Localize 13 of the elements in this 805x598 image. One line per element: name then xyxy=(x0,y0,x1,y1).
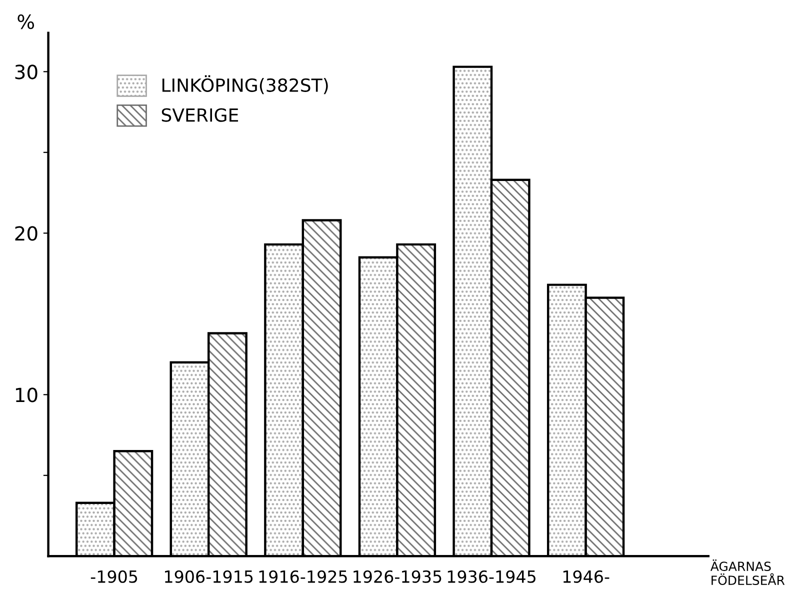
x-tick-label: 1926-1935 xyxy=(354,570,442,583)
legend-label: LINKÖPING(382ST) xyxy=(162,75,328,94)
legend-label: SVERIGE xyxy=(162,108,238,122)
x-tick-label: 1946- xyxy=(563,570,610,583)
y-tick-label: 10 xyxy=(16,388,38,402)
y-axis-title: % xyxy=(18,14,34,30)
y-tick-label: 30 xyxy=(15,64,38,80)
x-tick-label: 1936-1945 xyxy=(448,570,536,583)
x-tick-label: -1905 xyxy=(90,570,138,583)
y-tick-label: 20 xyxy=(15,226,38,241)
x-tick-label: 1916-1925 xyxy=(259,570,347,583)
x-tick-label: 1906-1915 xyxy=(165,570,253,583)
x-axis-title: ÄGARNAS FÖDELSEÅR xyxy=(710,559,785,586)
